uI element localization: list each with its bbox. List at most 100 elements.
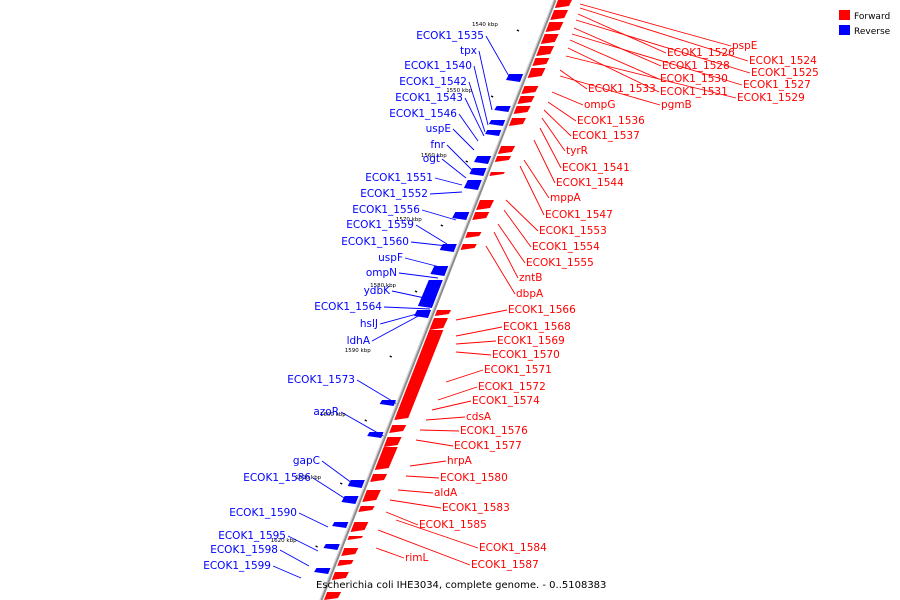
gene-label-ecok1-1547[interactable]: ECOK1_1547 [545, 209, 613, 221]
gene-label-zntb[interactable]: zntB [519, 272, 543, 284]
tick-label-7: 1610 kbp [295, 475, 321, 481]
forward-feature-20 [394, 330, 444, 420]
gene-label-ecok1-1528[interactable]: ECOK1_1528 [662, 60, 730, 72]
gene-label-ecok1-1577[interactable]: ECOK1_1577 [454, 440, 522, 452]
gene-label-ldha[interactable]: ldhA [347, 335, 371, 347]
gene-label-ecok1-1527[interactable]: ECOK1_1527 [743, 79, 811, 91]
gene-label-ecok1-1570[interactable]: ECOK1_1570 [492, 349, 560, 361]
tick-mark-5 [389, 355, 393, 358]
reverse-feature-11 [414, 310, 432, 318]
gene-label-ecok1-1574[interactable]: ECOK1_1574 [472, 395, 540, 407]
gene-label-ecok1-1555[interactable]: ECOK1_1555 [526, 257, 594, 269]
gene-label-ecok1-1566[interactable]: ECOK1_1566 [508, 304, 576, 316]
gene-label-ecok1-1551[interactable]: ECOK1_1551 [365, 172, 433, 184]
forward-feature-10 [508, 118, 526, 126]
forward-callout-ecok1-1576 [419, 429, 460, 432]
gene-label-ecok1-1599[interactable]: ECOK1_1599 [203, 560, 271, 572]
gene-label-ecok1-1571[interactable]: ECOK1_1571 [484, 364, 552, 376]
gene-label-hrpa[interactable]: hrpA [447, 455, 473, 467]
forward-feature-5 [532, 58, 550, 66]
gene-label-ecok1-1587[interactable]: ECOK1_1587 [471, 559, 539, 571]
forward-callout-ecok1-1580 [405, 475, 440, 479]
gene-label-ecok1-1560[interactable]: ECOK1_1560 [341, 236, 409, 248]
forward-feature-0 [554, 0, 572, 8]
gene-label-ecok1-1554[interactable]: ECOK1_1554 [532, 241, 600, 253]
gene-label-ecok1-1568[interactable]: ECOK1_1568 [503, 321, 571, 333]
map-caption: Escherichia coli IHE3034, complete genom… [316, 580, 606, 591]
gene-label-alda[interactable]: aldA [434, 487, 458, 499]
gene-label-ecok1-1541[interactable]: ECOK1_1541 [562, 162, 630, 174]
gene-label-tpx[interactable]: tpx [460, 45, 477, 57]
gene-label-ecok1-1544[interactable]: ECOK1_1544 [556, 177, 624, 189]
gene-label-cdsa[interactable]: cdsA [466, 411, 492, 423]
gene-label-dbpa[interactable]: dbpA [516, 288, 544, 300]
gene-label-ogt[interactable]: ogt [423, 153, 440, 165]
reverse-callout-ecok1-1599 [272, 565, 302, 579]
gene-label-ecok1-1536[interactable]: ECOK1_1536 [577, 115, 645, 127]
forward-feature-15 [472, 212, 490, 220]
legend-reverse-label: Reverse [854, 27, 891, 37]
gene-label-ecok1-1584[interactable]: ECOK1_1584 [479, 542, 547, 554]
gene-label-ompg[interactable]: ompG [584, 99, 615, 111]
forward-callout-ecok1-1554 [503, 209, 532, 248]
gene-label-uspf[interactable]: uspF [378, 252, 403, 264]
gene-label-pspe[interactable]: pspE [732, 40, 757, 52]
forward-callout-ecok1-1544 [533, 139, 556, 184]
forward-callout-pgmb [559, 75, 661, 106]
reverse-callout-ecok1-1552 [429, 191, 463, 195]
gene-label-ecok1-1526[interactable]: ECOK1_1526 [667, 47, 735, 59]
gene-label-ecok1-1529[interactable]: ECOK1_1529 [737, 92, 805, 104]
gene-label-ecok1-1535[interactable]: ECOK1_1535 [416, 30, 484, 42]
gene-label-ecok1-1572[interactable]: ECOK1_1572 [478, 381, 546, 393]
reverse-callout-ecok1-1542 [468, 81, 486, 133]
forward-callout-ecok1-1577 [415, 439, 454, 447]
gene-label-ydbk[interactable]: ydbK [364, 285, 392, 297]
gene-label-mppa[interactable]: mppA [550, 192, 582, 204]
gene-label-ecok1-1569[interactable]: ECOK1_1569 [497, 335, 565, 347]
gene-label-ecok1-1552[interactable]: ECOK1_1552 [360, 188, 428, 200]
forward-feature-28 [347, 536, 363, 540]
gene-label-ecok1-1585[interactable]: ECOK1_1585 [419, 519, 487, 531]
gene-label-ecok1-1559[interactable]: ECOK1_1559 [346, 219, 414, 231]
gene-label-ecok1-1576[interactable]: ECOK1_1576 [460, 425, 528, 437]
gene-label-uspe[interactable]: uspE [426, 123, 451, 135]
gene-label-hslj[interactable]: hslJ [360, 318, 378, 330]
gene-label-ecok1-1537[interactable]: ECOK1_1537 [572, 130, 640, 142]
gene-label-ecok1-1546[interactable]: ECOK1_1546 [389, 108, 457, 120]
gene-label-ecok1-1542[interactable]: ECOK1_1542 [399, 76, 467, 88]
forward-callout-ecok1-1570 [455, 351, 492, 356]
gene-label-ecok1-1533[interactable]: ECOK1_1533 [588, 83, 656, 95]
gene-label-ecok1-1524[interactable]: ECOK1_1524 [749, 55, 817, 67]
gene-label-ecok1-1586[interactable]: ECOK1_1586 [243, 472, 311, 484]
gene-label-fnr[interactable]: fnr [430, 139, 445, 151]
gene-label-ecok1-1573[interactable]: ECOK1_1573 [287, 374, 355, 386]
gene-label-ecok1-1580[interactable]: ECOK1_1580 [440, 472, 508, 484]
forward-callout-ecok1-1571 [445, 369, 484, 383]
backbone-highlight [319, 0, 555, 600]
gene-label-riml[interactable]: rimL [405, 552, 428, 564]
gene-label-azor[interactable]: azoR [313, 406, 339, 418]
gene-label-ecok1-1530[interactable]: ECOK1_1530 [660, 73, 728, 85]
forward-feature-4 [536, 46, 555, 56]
gene-label-pgmb[interactable]: pgmB [661, 99, 692, 111]
gene-label-ecok1-1553[interactable]: ECOK1_1553 [539, 225, 607, 237]
gene-label-ecok1-1564[interactable]: ECOK1_1564 [314, 301, 382, 313]
gene-label-ecok1-1556[interactable]: ECOK1_1556 [352, 204, 420, 216]
gene-label-tyrr[interactable]: tyrR [566, 145, 588, 157]
forward-callout-ecok1-1587 [377, 529, 471, 566]
gene-label-ecok1-1590[interactable]: ECOK1_1590 [229, 507, 297, 519]
gene-label-ecok1-1543[interactable]: ECOK1_1543 [395, 92, 463, 104]
forward-feature-22 [383, 437, 402, 447]
gene-label-ecok1-1540[interactable]: ECOK1_1540 [404, 60, 472, 72]
gene-label-ecok1-1598[interactable]: ECOK1_1598 [210, 544, 278, 556]
gene-label-ecok1-1531[interactable]: ECOK1_1531 [660, 86, 728, 98]
gene-label-ecok1-1583[interactable]: ECOK1_1583 [442, 502, 510, 514]
gene-label-ecok1-1595[interactable]: ECOK1_1595 [218, 530, 286, 542]
gene-label-ecok1-1525[interactable]: ECOK1_1525 [751, 67, 819, 79]
forward-feature-26 [358, 506, 375, 512]
gene-label-gapc[interactable]: gapC [293, 455, 320, 467]
tick-label-0: 1540 kbp [472, 22, 498, 28]
gene-label-ompn[interactable]: ompN [366, 267, 397, 279]
